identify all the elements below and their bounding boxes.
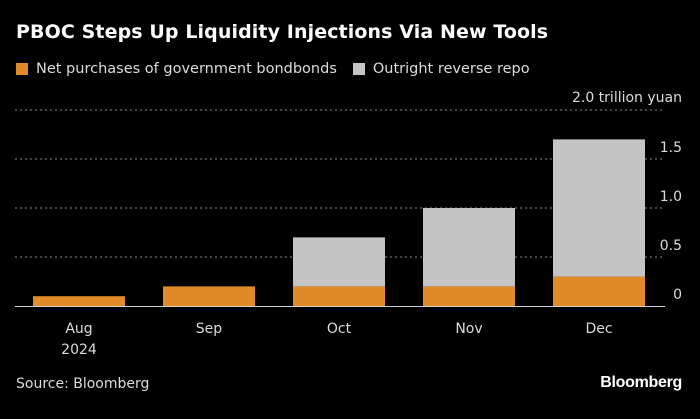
y-tick-label: 1.0 xyxy=(660,189,682,205)
legend-label-repo: Outright reverse repo xyxy=(372,61,530,77)
y-tick-label: 0 xyxy=(673,287,682,303)
y-tick-label: 1.5 xyxy=(660,140,682,156)
legend-item-repo: Outright reverse repo xyxy=(352,61,530,77)
x-tick-label: Sep xyxy=(196,321,223,337)
bar-bond-purchases xyxy=(163,286,255,306)
bar-reverse-repo xyxy=(293,237,385,287)
bar-bond-purchases xyxy=(293,286,385,306)
chart-title: PBOC Steps Up Liquidity Injections Via N… xyxy=(16,21,549,43)
bar-reverse-repo xyxy=(423,208,515,287)
x-tick-sublabel: 2024 xyxy=(61,342,97,358)
legend-swatch-bonds xyxy=(16,63,28,75)
legend-label-bonds: Net purchases of government bondbonds xyxy=(36,61,337,77)
source-note: Source: Bloomberg xyxy=(16,376,150,392)
legend-swatch-repo xyxy=(352,63,365,75)
x-tick-label: Nov xyxy=(455,321,482,337)
bloomberg-logo: Bloomberg xyxy=(600,374,682,391)
x-tick-label: Aug xyxy=(65,321,92,337)
bar-bond-purchases xyxy=(33,296,125,306)
x-tick-label: Dec xyxy=(585,321,612,337)
y-tick-label: 2.0 trillion yuan xyxy=(572,90,682,106)
x-tick-label: Oct xyxy=(327,321,352,337)
bar-bond-purchases xyxy=(553,276,645,306)
bar-reverse-repo xyxy=(553,139,645,277)
legend: Net purchases of government bondbonds Ou… xyxy=(16,61,546,77)
legend-item-bonds: Net purchases of government bondbonds xyxy=(16,61,337,77)
y-tick-label: 0.5 xyxy=(660,238,682,254)
bar-bond-purchases xyxy=(423,286,515,306)
